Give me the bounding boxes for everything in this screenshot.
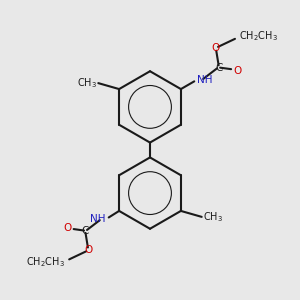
- Text: NH: NH: [197, 75, 213, 85]
- Text: O: O: [212, 44, 220, 53]
- Text: NH: NH: [90, 214, 106, 224]
- Text: CH$_3$: CH$_3$: [203, 210, 223, 224]
- Text: O: O: [63, 223, 71, 232]
- Text: C: C: [82, 226, 89, 236]
- Text: O: O: [84, 245, 93, 255]
- Text: C: C: [215, 63, 222, 73]
- Text: CH$_2$CH$_3$: CH$_2$CH$_3$: [26, 255, 65, 269]
- Text: CH$_3$: CH$_3$: [77, 76, 97, 90]
- Text: CH$_2$CH$_3$: CH$_2$CH$_3$: [239, 30, 278, 44]
- Text: O: O: [233, 66, 242, 76]
